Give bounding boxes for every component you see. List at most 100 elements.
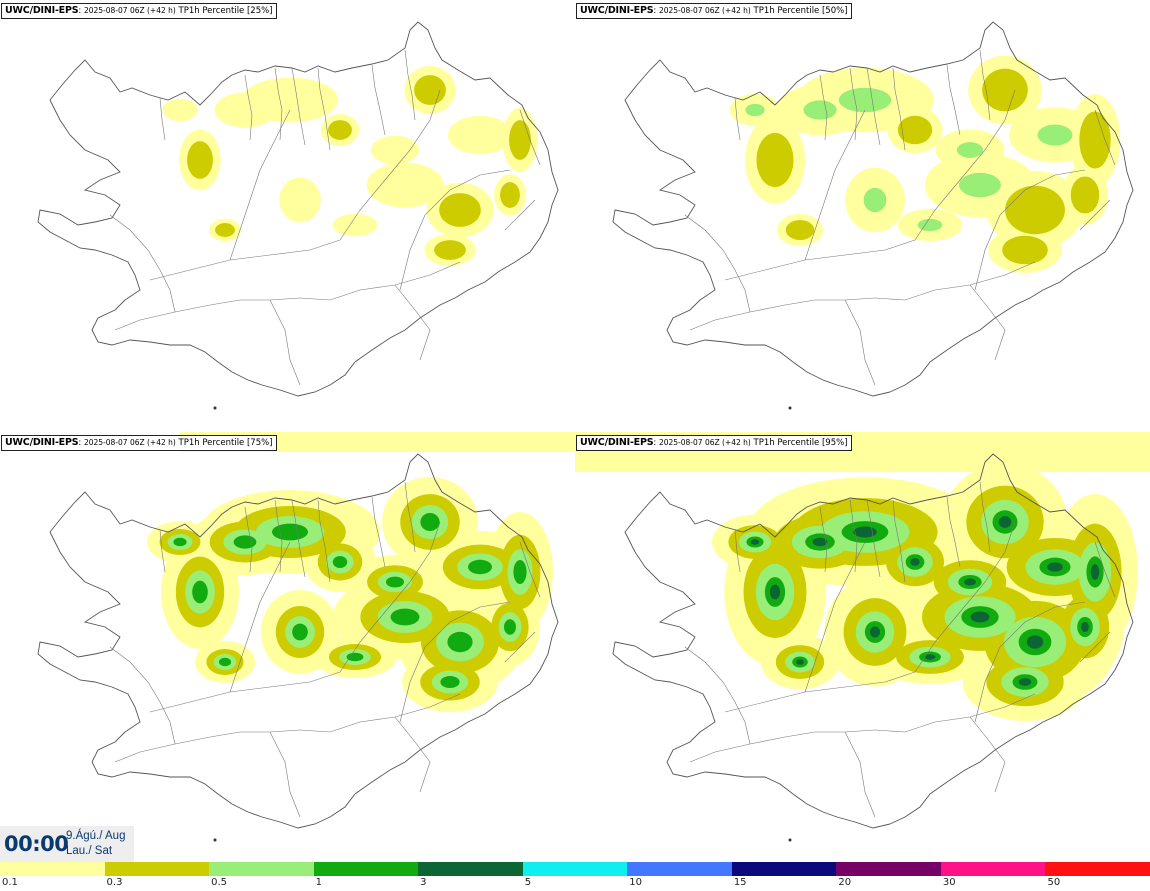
precip-area <box>956 142 984 158</box>
coastline <box>612 21 1134 397</box>
road-line <box>299 261 461 301</box>
precip-area <box>292 623 308 641</box>
road-line <box>844 731 876 818</box>
road-line <box>969 284 1006 361</box>
precip-area <box>346 652 364 662</box>
road-line <box>874 261 1036 301</box>
panel-header: UWC/DINI-EPS: 2025-08-07 06Z (+42 h) TP1… <box>1 435 277 451</box>
legend-swatch <box>731 862 837 876</box>
precip-area <box>447 631 473 653</box>
legend-tick-label: 20 <box>838 877 852 888</box>
road-line <box>979 481 991 553</box>
precip-area <box>853 526 877 538</box>
road-line <box>849 67 858 141</box>
precip-area <box>1090 564 1100 580</box>
road-line <box>159 97 166 141</box>
precip-area <box>434 240 466 260</box>
precip-area <box>1047 562 1063 572</box>
precip-area <box>970 611 990 623</box>
map-panel-75: UWC/DINI-EPS: 2025-08-07 06Z (+42 h) TP1… <box>0 432 575 864</box>
road-line <box>504 199 536 231</box>
road-line <box>399 169 511 291</box>
road-line <box>519 109 541 166</box>
road-line <box>371 496 386 568</box>
road-line <box>866 67 881 146</box>
legend-tick-label: 3 <box>420 877 427 888</box>
model-name: UWC/DINI-EPS <box>5 5 79 16</box>
road-line <box>159 529 166 573</box>
legend-tick-label: 0.5 <box>211 877 227 888</box>
road-line <box>299 693 461 733</box>
model-name: UWC/DINI-EPS <box>5 437 79 448</box>
precip-map <box>612 21 1134 410</box>
legend-swatch <box>209 862 314 876</box>
precip-area <box>162 98 198 122</box>
road-line <box>339 521 441 673</box>
precip-area <box>803 100 837 120</box>
panel-header: UWC/DINI-EPS: 2025-08-07 06Z (+42 h) TP1… <box>576 435 852 451</box>
precip-area <box>1081 621 1089 633</box>
road-line <box>946 64 961 136</box>
valid-weekday: Lau./ Sat <box>66 845 113 857</box>
road-line <box>274 499 283 573</box>
precip-area <box>982 68 1028 112</box>
precip-area <box>513 560 527 584</box>
precip-area <box>366 162 444 208</box>
legend-swatch <box>940 862 1046 876</box>
precip-area <box>328 120 352 140</box>
precip-area <box>390 608 420 626</box>
road-line <box>974 169 1086 291</box>
road-line <box>874 693 1036 733</box>
map-panel-25: UWC/DINI-EPS: 2025-08-07 06Z (+42 h) TP1… <box>0 0 575 432</box>
precip-area <box>180 432 575 452</box>
precip-area <box>959 172 1001 198</box>
precip-area <box>332 213 378 237</box>
precip-area <box>439 193 481 227</box>
precip-area <box>750 539 760 545</box>
precip-area <box>863 187 887 213</box>
road-line <box>504 631 536 663</box>
precip-area <box>838 87 892 113</box>
road-line <box>734 529 741 573</box>
model-name: UWC/DINI-EPS <box>580 437 654 448</box>
road-line <box>849 499 858 573</box>
valid-date: 9.Ágú./ Aug <box>66 830 126 842</box>
legend-swatch <box>1045 862 1150 876</box>
island <box>213 838 217 842</box>
road-line <box>274 67 283 141</box>
road-line <box>109 646 176 745</box>
road-line <box>269 299 301 386</box>
road-line <box>734 97 741 141</box>
precip-area <box>785 220 815 240</box>
legend-tick-label: 30 <box>942 877 956 888</box>
precip-area <box>504 619 516 635</box>
road-line <box>399 601 511 723</box>
panel-header: UWC/DINI-EPS: 2025-08-07 06Z (+42 h) TP1… <box>1 3 277 19</box>
road-line <box>114 297 301 331</box>
precip-area <box>1018 678 1032 686</box>
precip-area <box>769 584 781 600</box>
run-info: 2025-08-07 06Z (+42 h) <box>83 6 176 15</box>
coastline <box>37 21 559 397</box>
road-line <box>1079 631 1111 663</box>
road-line <box>149 671 341 713</box>
road-line <box>1094 541 1116 598</box>
legend-swatch <box>418 862 523 876</box>
precip-area <box>500 182 520 208</box>
precip-area <box>756 132 794 188</box>
legend-swatch <box>0 862 105 876</box>
precip-area <box>1070 176 1100 214</box>
road-line <box>804 109 866 261</box>
island <box>788 838 792 842</box>
legend-swatch <box>836 862 941 876</box>
precip-area <box>219 657 231 667</box>
valid-time: 00:00 <box>4 832 69 856</box>
road-line <box>1094 109 1116 166</box>
map-panel-95: UWC/DINI-EPS: 2025-08-07 06Z (+42 h) TP1… <box>575 432 1150 864</box>
precip-area <box>1037 124 1073 146</box>
precip-area <box>332 556 348 568</box>
field-label: TP1h Percentile [50%] <box>753 6 848 16</box>
precip-area <box>509 120 531 160</box>
road-line <box>724 239 916 281</box>
legend-tick-label: 0.1 <box>2 877 18 888</box>
